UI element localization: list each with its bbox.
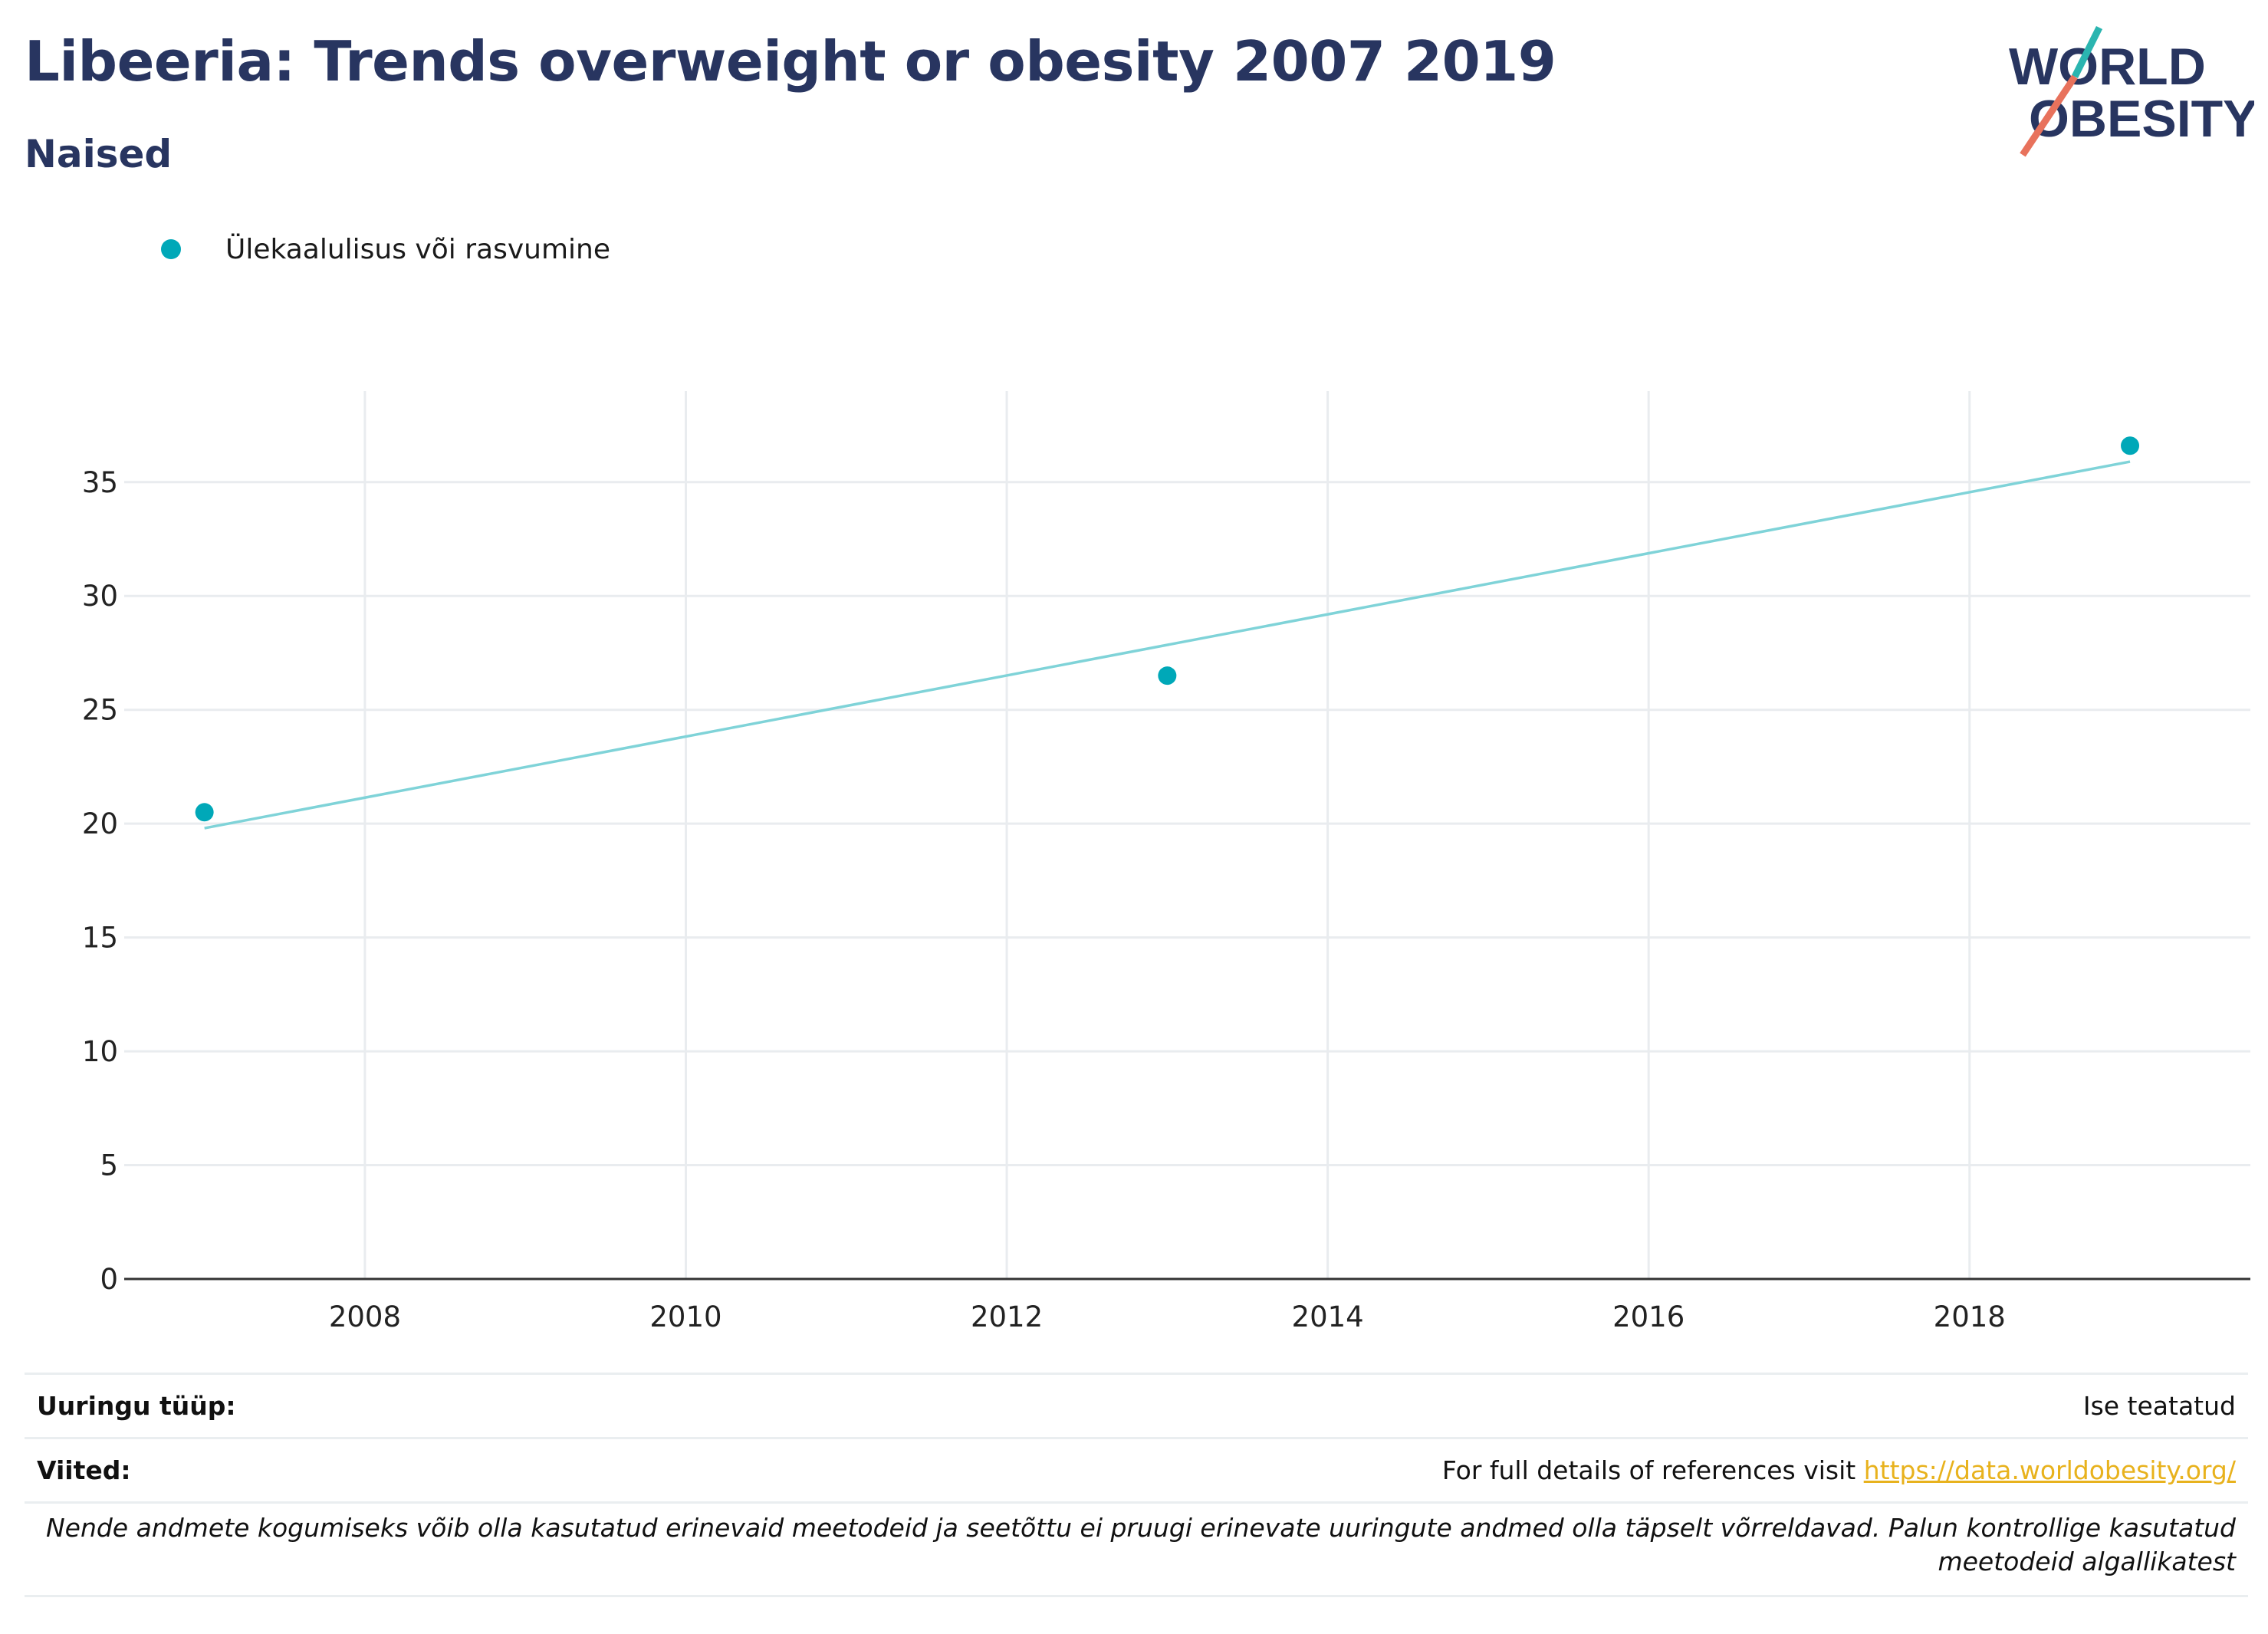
y-tick-label: 5 (100, 1149, 118, 1182)
y-tick-label: 0 (100, 1263, 118, 1296)
trend-line (204, 460, 2131, 830)
x-tick-label: 2012 (971, 1300, 1043, 1333)
world-obesity-logo: WORLD OBESITY (2009, 25, 2254, 157)
methodology-note: Nende andmete kogumiseks võib olla kasut… (25, 1501, 2248, 1597)
references-value: For full details of references visit htt… (1442, 1455, 2236, 1485)
legend-label: Ülekaalulisus või rasvumine (225, 233, 610, 265)
footer-row-survey-type: Uuringu tüüp: Ise teatatud (25, 1373, 2248, 1437)
logo-text-world: WORLD (2009, 38, 2206, 96)
data-point (195, 803, 214, 822)
footer-row-references: Viited: For full details of references v… (25, 1437, 2248, 1501)
footer-table: Uuringu tüüp: Ise teatatud Viited: For f… (25, 1373, 2248, 1597)
y-tick-label: 10 (82, 1035, 118, 1068)
x-tick-label: 2014 (1292, 1300, 1364, 1333)
logo-slash-bottom (2020, 74, 2078, 157)
data-point (1158, 666, 1177, 685)
references-label: Viited: (37, 1455, 131, 1485)
y-tick-label: 35 (82, 466, 118, 499)
y-tick-label: 30 (82, 580, 118, 613)
scatter-chart: 0 5 10 15 20 25 30 35 2008 2010 2012 2014 2016 2018 (82, 391, 2250, 1333)
x-tick-label: 2008 (329, 1300, 401, 1333)
y-tick-label: 15 (82, 922, 118, 955)
legend-marker (161, 239, 181, 259)
chart-title: Libeeria: Trends overweight or obesity 2… (25, 29, 1556, 94)
y-tick-label: 25 (82, 694, 118, 727)
logo-text-obesity: OBESITY (2029, 90, 2254, 148)
chart-legend: Ülekaalulisus või rasvumine (161, 228, 610, 270)
y-tick-label: 20 (82, 807, 118, 840)
logo-slash-top (2071, 25, 2103, 79)
chart-subtitle: Naised (25, 132, 173, 176)
x-tick-label: 2010 (649, 1300, 721, 1333)
survey-type-value: Ise teatatud (2082, 1391, 2236, 1421)
survey-type-label: Uuringu tüüp: (37, 1391, 236, 1421)
references-text: For full details of references visit (1441, 1455, 1864, 1485)
references-link[interactable]: https://data.worldobesity.org/ (1863, 1455, 2236, 1485)
x-tick-label: 2018 (1934, 1300, 2006, 1333)
x-tick-label: 2016 (1612, 1300, 1685, 1333)
data-point (2121, 436, 2140, 455)
